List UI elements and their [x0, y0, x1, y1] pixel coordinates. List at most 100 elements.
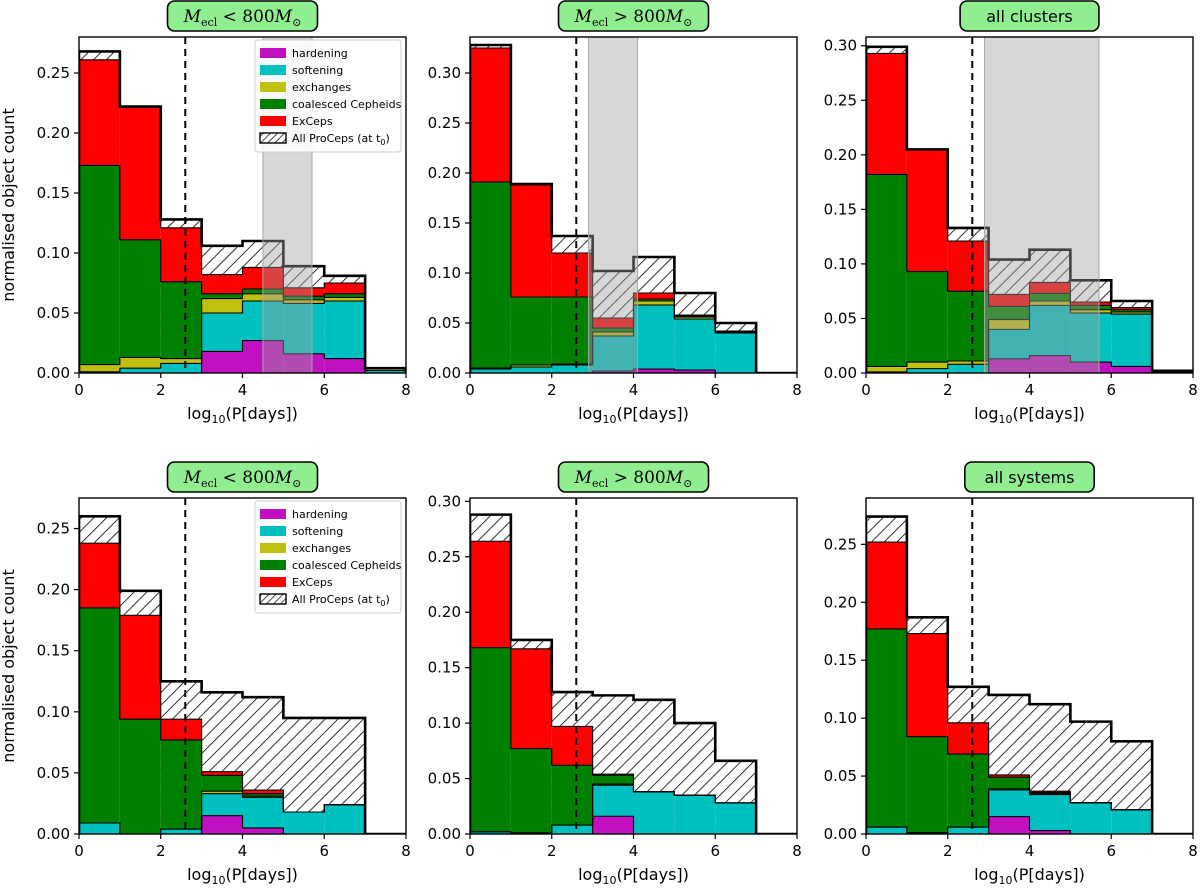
- coalesced-bar: [79, 165, 120, 365]
- legend-hatched-main: All ProCeps (at t: [292, 593, 381, 606]
- coalesced-bar: [283, 296, 325, 300]
- total-outline: [79, 515, 406, 834]
- y-axis-label: normalised object count: [0, 569, 18, 762]
- exceps-bar: [866, 542, 907, 629]
- softening-bar: [947, 827, 989, 834]
- legend-swatch-hatched: [259, 593, 287, 605]
- exceps-bar: [551, 726, 593, 766]
- coalesced-bar: [510, 297, 552, 365]
- exceps-bar: [160, 719, 202, 740]
- legend-label-exchanges: exchanges: [292, 81, 351, 94]
- exchanges-bar: [906, 362, 948, 369]
- coalesced-bar: [119, 719, 161, 834]
- legend-swatch-hardening: [260, 509, 286, 519]
- legend: hardening softening exchanges coalesced Cep…: [254, 39, 402, 153]
- exchanges-bar: [283, 299, 325, 304]
- softening-bar: [947, 364, 989, 373]
- x-tick-label: 0: [465, 381, 475, 399]
- legend-label-hardening: hardening: [292, 47, 348, 60]
- legend-label-exceps: ExCeps: [292, 576, 333, 589]
- exceps-bar: [510, 185, 552, 297]
- hardening-outline: [866, 816, 1193, 834]
- coalesced-bar: [470, 647, 511, 832]
- y-tick-label: 0.25: [37, 64, 70, 82]
- y-tick-label: 0.05: [824, 767, 857, 785]
- exchanges-bar: [510, 365, 552, 367]
- title-badge: [166, 0, 319, 32]
- legend-hatched-end: ): [386, 593, 390, 606]
- coalesced-bar: [866, 628, 907, 828]
- coalesced-bar: [119, 239, 161, 358]
- exceps-bar: [947, 241, 989, 292]
- softening-bar: [365, 370, 406, 373]
- exceps-bar: [906, 149, 948, 272]
- y-tick-label: 0.20: [428, 603, 461, 621]
- coalesced-bar: [633, 299, 675, 301]
- title-sub2: ⊙: [683, 16, 692, 29]
- softening-bar: [1029, 794, 1071, 831]
- title-rel: > 800: [608, 7, 666, 27]
- x-tick-label: 6: [319, 381, 329, 399]
- legend-box: [254, 500, 402, 614]
- total-outline: [866, 45, 1193, 373]
- coalesced-bar: [866, 174, 907, 367]
- x-tick-label: 2: [547, 842, 557, 860]
- coalesced-bar: [988, 777, 1030, 789]
- x-axis-label-rest: (P[days]): [617, 404, 689, 423]
- y-tick-label: 0.05: [428, 314, 461, 332]
- chart-title: all systems: [985, 468, 1075, 487]
- title-m: M: [574, 468, 593, 488]
- x-axis-label: log10(P[days]): [187, 865, 298, 887]
- hardening-outline: [866, 354, 1193, 373]
- exchanges-bar: [1029, 301, 1071, 306]
- y-tick-label: 0.20: [824, 146, 857, 164]
- legend-swatch-exchanges: [260, 82, 286, 92]
- exchanges-bar: [324, 297, 366, 301]
- hardening-bar: [674, 370, 716, 373]
- x-axis-label: log10(P[days]): [974, 404, 1085, 426]
- y-tick-label: 0.20: [428, 164, 461, 182]
- exchanges-bar: [674, 317, 716, 319]
- x-axis-label: log10(P[days]): [974, 865, 1085, 887]
- softening-bar: [674, 795, 716, 834]
- exchanges-bar: [160, 358, 202, 364]
- exceps-bar: [988, 294, 1030, 307]
- exchanges-bar: [1070, 309, 1112, 313]
- x-tick-label: 0: [861, 842, 871, 860]
- y-tick-label: 0.30: [428, 64, 461, 82]
- softening-bar: [551, 825, 593, 834]
- plot-area: [866, 498, 1193, 834]
- coalesced-bar: [1111, 309, 1153, 312]
- x-axis-label-main: log: [187, 865, 211, 884]
- x-tick-label: 6: [710, 381, 720, 399]
- legend-swatch-coalesced: [260, 99, 286, 109]
- softening-bar: [324, 301, 366, 359]
- softening-bar: [1070, 313, 1112, 363]
- x-axis-label-sub: 10: [212, 874, 226, 887]
- chart-title: Mecl > 800M⊙: [574, 468, 693, 490]
- legend-label-exceps: ExCeps: [292, 115, 333, 128]
- legend-label-hardening: hardening: [292, 508, 348, 521]
- y-tick-label: 0.15: [428, 214, 461, 232]
- exceps-bar: [470, 541, 511, 648]
- x-axis-label-rest: (P[days]): [226, 404, 298, 423]
- title-rel: < 800: [217, 7, 275, 27]
- hardening-bar: [242, 827, 284, 834]
- y-tick-label: 0.25: [37, 520, 70, 538]
- title-sub: ecl: [201, 16, 218, 29]
- title-m2: M: [665, 468, 684, 488]
- y-tick-label: 0.10: [37, 703, 70, 721]
- legend-swatch-hardening: [260, 48, 286, 58]
- softening-bar: [470, 369, 511, 373]
- title-m2: M: [274, 7, 293, 27]
- softening-bar: [201, 793, 243, 816]
- coalesced-bar: [510, 748, 552, 833]
- legend-swatch-exchanges: [260, 543, 286, 553]
- hardening-bar: [1029, 355, 1071, 373]
- chart-title: Mecl > 800M⊙: [574, 7, 693, 29]
- x-axis-label-sub: 10: [999, 413, 1013, 426]
- softening-bar: [633, 791, 675, 834]
- exceps-bar: [160, 227, 202, 282]
- exceps-bar: [866, 53, 907, 175]
- coalesced-bar: [201, 293, 243, 299]
